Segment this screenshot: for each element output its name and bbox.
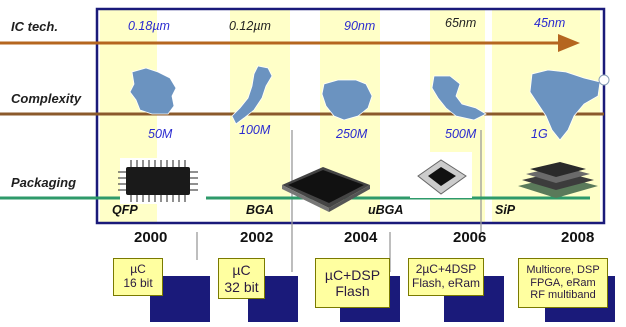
- year-label: 2008: [561, 229, 595, 246]
- southeast-asia-map-icon: [431, 75, 487, 121]
- tech-node-label: 0.12µm: [229, 19, 271, 33]
- product-line: 16 bit: [123, 276, 153, 290]
- row-label-packaging: Packaging: [11, 175, 77, 190]
- product-line: FPGA, eRam: [530, 276, 596, 289]
- package-label: QFP: [112, 203, 138, 217]
- row-label-complexity: Complexity: [11, 91, 82, 106]
- product-line: 2µC+4DSP: [415, 262, 477, 277]
- product-line: µC+DSP: [324, 266, 381, 283]
- globe-icon: [598, 74, 610, 86]
- product-line: Flash, eRam: [411, 276, 481, 290]
- product-box-2006: 2µC+4DSP Flash, eRam: [408, 258, 484, 296]
- tech-node-label: 90nm: [344, 19, 376, 33]
- timeline-frame: [95, 7, 606, 225]
- package-label: SiP: [495, 203, 516, 217]
- year-label: 2000: [134, 229, 168, 246]
- product-line: µC: [232, 262, 251, 279]
- product-line: µC: [130, 262, 146, 277]
- complexity-label: 250M: [336, 127, 368, 141]
- france-map-icon: [129, 67, 177, 115]
- product-line: Flash: [335, 283, 370, 299]
- tech-node-label: 45nm: [534, 16, 566, 30]
- year-label: 2004: [344, 229, 378, 246]
- north-america-map-icon: [321, 79, 373, 121]
- sip-stack-icon: [518, 162, 598, 198]
- year-label: 2006: [453, 229, 487, 246]
- india-map-icon: [529, 69, 601, 141]
- complexity-label: 50M: [148, 127, 173, 141]
- product-line: RF multiband: [530, 289, 596, 302]
- product-box-2008: Multicore, DSP FPGA, eRam RF multiband: [518, 258, 608, 308]
- product-box-2002: µC 32 bit: [218, 258, 265, 299]
- tech-node-label: 65nm: [445, 16, 477, 30]
- year-label: 2002: [240, 229, 274, 246]
- product-line: Multicore, DSP: [526, 264, 600, 277]
- guide-lines: [196, 130, 482, 272]
- row-label-ic-tech: IC tech.: [11, 19, 58, 34]
- product-line: 32 bit: [224, 278, 259, 295]
- japan-map-icon: [231, 65, 273, 125]
- product-box-2000: µC 16 bit: [113, 258, 163, 296]
- complexity-label: 500M: [445, 127, 477, 141]
- qfp-chip-icon: [118, 158, 206, 204]
- ic-tech-arrow: [0, 34, 580, 52]
- package-label: BGA: [246, 203, 274, 217]
- bga-chip-icon: [282, 167, 370, 212]
- tech-node-label: 0.18µm: [128, 19, 170, 33]
- complexity-label: 100M: [239, 123, 271, 137]
- complexity-label: 1G: [531, 127, 548, 141]
- package-label: uBGA: [368, 203, 404, 217]
- ubga-chip-icon: [410, 152, 472, 198]
- product-box-2004: µC+DSP Flash: [315, 258, 390, 308]
